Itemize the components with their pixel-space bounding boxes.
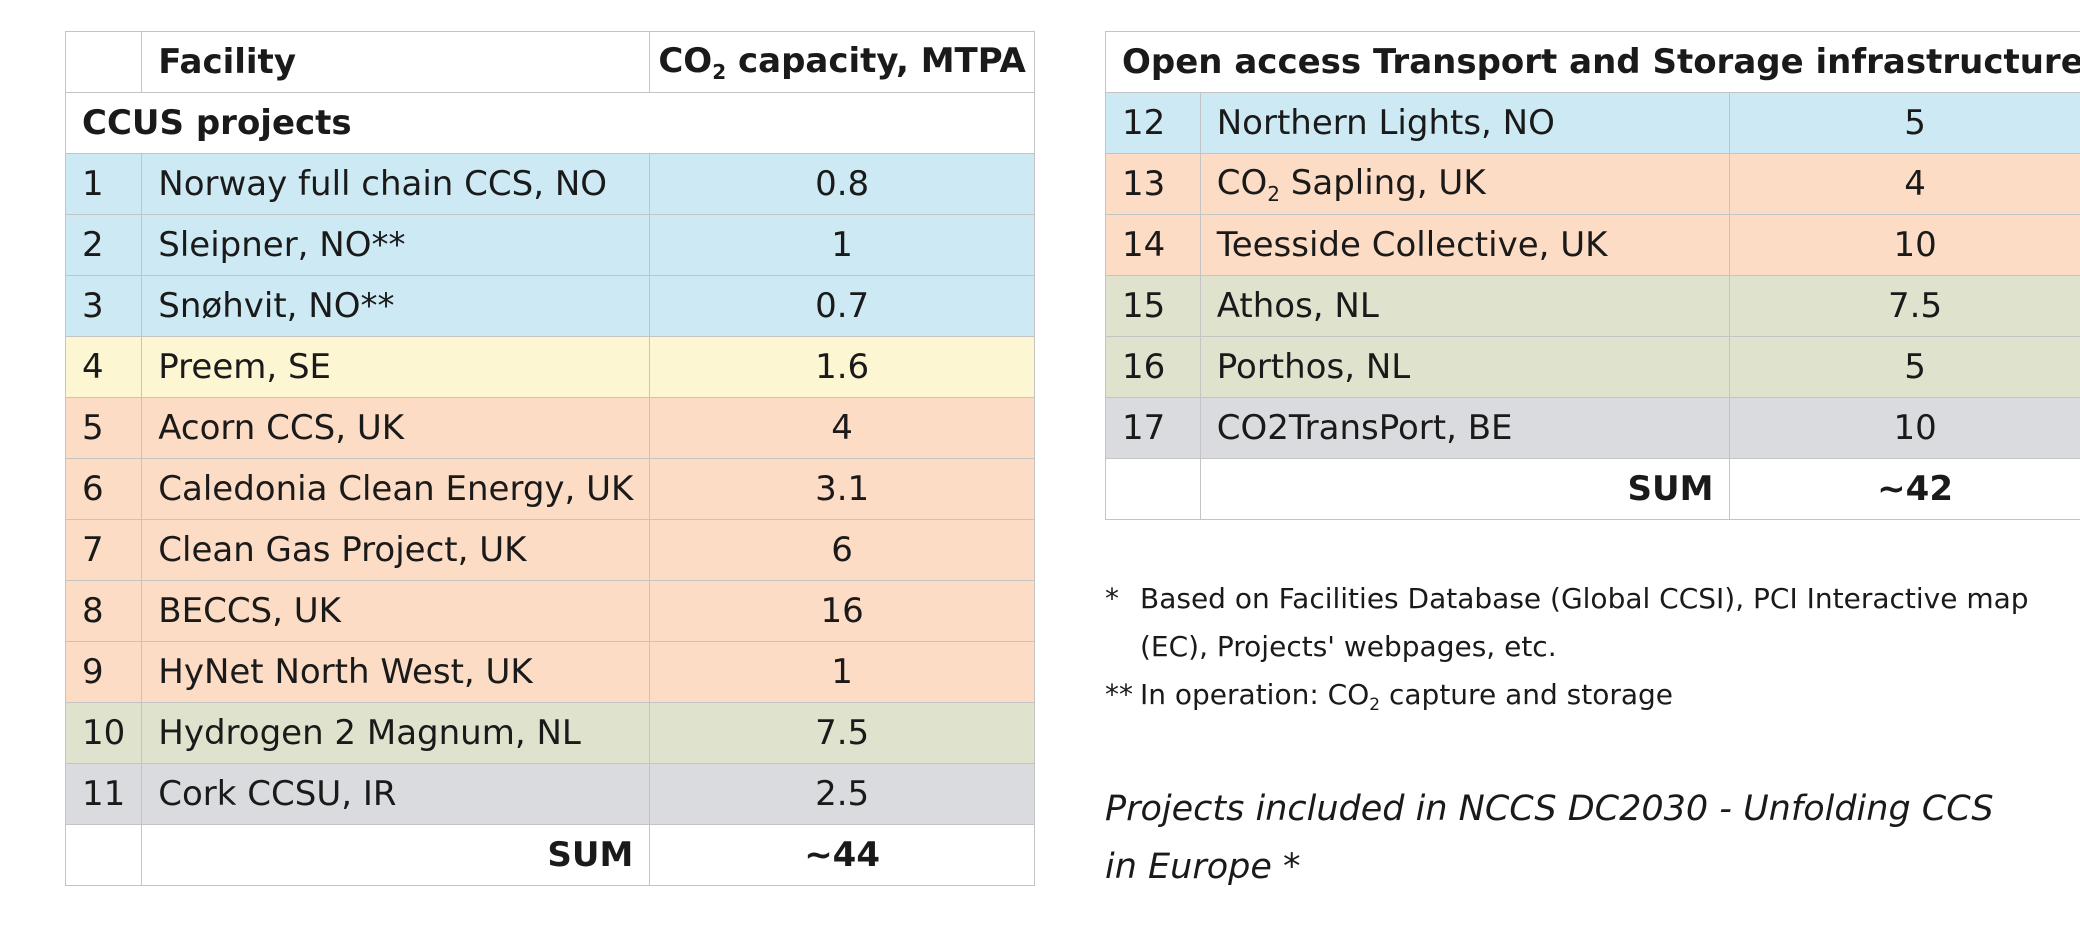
row-number: 16 — [1105, 336, 1201, 398]
capacity-value: 0.7 — [649, 275, 1035, 337]
capacity-value: 7.5 — [649, 702, 1035, 764]
row-number: 10 — [64, 702, 143, 764]
capacity-value: 16 — [649, 580, 1035, 642]
capacity-value: 4 — [1729, 153, 2080, 215]
facility-name: Sleipner, NO** — [141, 214, 651, 276]
facility-name: Snøhvit, NO** — [141, 275, 651, 337]
facility-suffix: Sapling, UK — [1279, 162, 1486, 203]
capacity-value: 1.6 — [649, 336, 1035, 398]
row-number: 5 — [64, 397, 143, 459]
table-row: 14 Teesside Collective, UK 10 — [1105, 214, 2080, 276]
header-capacity: CO2 capacity, MTPA — [649, 31, 1035, 93]
facility-name: Teesside Collective, UK — [1199, 214, 1731, 276]
row-number: 6 — [64, 458, 143, 520]
footnote: * Based on Facilities Database (Global C… — [1105, 575, 2040, 671]
facility-name: Preem, SE — [141, 336, 651, 398]
facility-name: Clean Gas Project, UK — [141, 519, 651, 581]
footer-title: Projects included in NCCS DC2030 - Unfol… — [1105, 789, 1994, 887]
capacity-value: 10 — [1729, 214, 2080, 276]
facility-sub: 2 — [1267, 181, 1280, 206]
table-row: 13 CO2 Sapling, UK 4 — [1105, 153, 2080, 215]
footnote-text: Based on Facilities Database (Global CCS… — [1140, 582, 2029, 663]
table-row: 6 Caledonia Clean Energy, UK 3.1 — [64, 458, 1035, 520]
transport-rows: 12 Northern Lights, NO 5 13 CO2 Sapling, UK 4… — [1105, 92, 2080, 459]
table-row: 2 Sleipner, NO** 1 — [64, 214, 1035, 276]
capacity-value: 3.1 — [649, 458, 1035, 520]
facility-name: CO2TransPort, BE — [1199, 397, 1731, 459]
capacity-value: 5 — [1729, 336, 2080, 398]
row-number: 9 — [64, 641, 143, 703]
transport-storage-table: Open access Transport and Storage infras… — [1105, 31, 2080, 520]
section-row: CCUS projects — [65, 92, 1035, 154]
ccus-rows: 1 Norway full chain CCS, NO 0.8 2 Sleipner, … — [64, 153, 1035, 825]
row-number: 7 — [64, 519, 143, 581]
table-row: 16 Porthos, NL 5 — [1105, 336, 2080, 398]
table-header-row: Open access Transport and Storage infras… — [1105, 31, 2080, 93]
facility-name: Caledonia Clean Energy, UK — [141, 458, 651, 520]
facility-name: BECCS, UK — [141, 580, 651, 642]
table-row: 15 Athos, NL 7.5 — [1105, 275, 2080, 337]
capacity-value: 7.5 — [1729, 275, 2080, 337]
sum-empty-cell — [64, 824, 143, 886]
sum-value: ~44 — [649, 824, 1035, 886]
footnote-mark: ** — [1105, 678, 1133, 711]
sum-empty-cell — [1105, 458, 1201, 520]
capacity-value: 4 — [649, 397, 1035, 459]
ccus-projects-table: Facility CO2 capacity, MTPA CCUS project… — [64, 31, 1035, 886]
row-number: 11 — [64, 763, 143, 825]
facility-name: CO2 Sapling, UK — [1199, 153, 1731, 215]
capacity-value: 1 — [649, 641, 1035, 703]
capacity-value: 0.8 — [649, 153, 1035, 215]
row-number: 14 — [1105, 214, 1201, 276]
facility-name: Northern Lights, NO — [1199, 92, 1731, 154]
table-row: 7 Clean Gas Project, UK 6 — [64, 519, 1035, 581]
capacity-value: 5 — [1729, 92, 2080, 154]
facility-name: Hydrogen 2 Magnum, NL — [141, 702, 651, 764]
facility-prefix: CO — [1216, 162, 1268, 203]
sum-row: SUM ~44 — [64, 824, 1035, 886]
footnote-mark: * — [1105, 582, 1119, 615]
table-row: 4 Preem, SE 1.6 — [64, 336, 1035, 398]
capacity-value: 6 — [649, 519, 1035, 581]
capacity-value: 1 — [649, 214, 1035, 276]
capacity-value: 10 — [1729, 397, 2080, 459]
table-row: 10 Hydrogen 2 Magnum, NL 7.5 — [64, 702, 1035, 764]
table-row: 11 Cork CCSU, IR 2.5 — [64, 763, 1035, 825]
row-number: 2 — [64, 214, 143, 276]
row-number: 15 — [1105, 275, 1201, 337]
row-number: 1 — [64, 153, 143, 215]
table-row: 1 Norway full chain CCS, NO 0.8 — [64, 153, 1035, 215]
row-number: 4 — [64, 336, 143, 398]
footnotes: * Based on Facilities Database (Global C… — [1105, 575, 2040, 729]
table-row: 8 BECCS, UK 16 — [64, 580, 1035, 642]
facility-name: Cork CCSU, IR — [141, 763, 651, 825]
table-row: 12 Northern Lights, NO 5 — [1105, 92, 2080, 154]
header-facility: Facility — [141, 31, 651, 93]
row-number: 8 — [64, 580, 143, 642]
table-row: 9 HyNet North West, UK 1 — [64, 641, 1035, 703]
facility-name: Acorn CCS, UK — [141, 397, 651, 459]
sum-label: SUM — [141, 824, 651, 886]
row-number: 12 — [1105, 92, 1201, 154]
sum-row: SUM ~42 — [1105, 458, 2080, 520]
row-number: 13 — [1105, 153, 1201, 215]
table-row: 17 CO2TransPort, BE 10 — [1105, 397, 2080, 459]
sum-value: ~42 — [1729, 458, 2080, 520]
capacity-value: 2.5 — [649, 763, 1035, 825]
facility-name: Porthos, NL — [1199, 336, 1731, 398]
sum-label: SUM — [1199, 458, 1731, 520]
facility-name: Athos, NL — [1199, 275, 1731, 337]
table-header-row: Facility CO2 capacity, MTPA — [64, 31, 1035, 93]
row-number: 17 — [1105, 397, 1201, 459]
table-row: 3 Snøhvit, NO** 0.7 — [64, 275, 1035, 337]
facility-name: HyNet North West, UK — [141, 641, 651, 703]
facility-name: Norway full chain CCS, NO — [141, 153, 651, 215]
table-row: 5 Acorn CCS, UK 4 — [64, 397, 1035, 459]
footnote-text: In operation: CO2 capture and storage — [1140, 678, 1674, 715]
row-number: 3 — [64, 275, 143, 337]
footnote: ** In operation: CO2 capture and storage — [1105, 671, 2040, 729]
transport-storage-title: Open access Transport and Storage infras… — [1105, 31, 2080, 93]
section-title: CCUS projects — [65, 92, 1035, 154]
header-num — [64, 31, 143, 93]
